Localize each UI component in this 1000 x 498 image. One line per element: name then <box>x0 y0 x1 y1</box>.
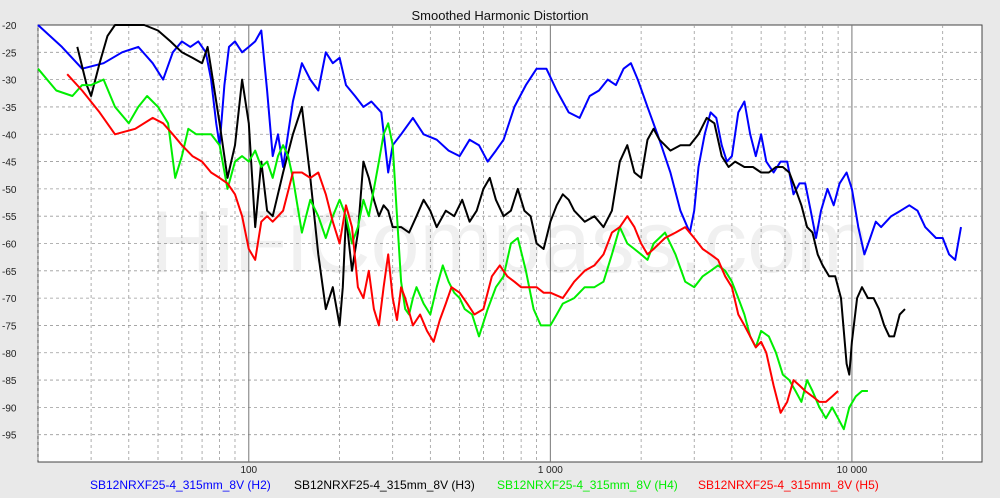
chart-title: Smoothed Harmonic Distortion <box>411 8 589 23</box>
y-tick-label: -25 <box>2 48 17 59</box>
legend-entry-h4: SB12NRXF25-4_315mm_8V (H4) <box>497 478 678 492</box>
y-tick-label: -80 <box>2 349 17 360</box>
series-line-h3 <box>76 24 906 376</box>
y-tick-label: -75 <box>2 321 17 332</box>
x-tick-label: 100 <box>240 465 257 476</box>
legend-entry-h2: SB12NRXF25-4_315mm_8V (H2) <box>90 478 271 492</box>
series-layer <box>37 24 962 431</box>
y-tick-label: -45 <box>2 158 17 169</box>
y-tick-label: -35 <box>2 103 17 114</box>
x-tick-label: 1 000 <box>538 465 563 476</box>
y-tick-label: -40 <box>2 130 17 141</box>
watermark-text: HiFiCompass.com <box>151 192 870 291</box>
y-tick-label: -95 <box>2 431 17 442</box>
y-tick-label: -65 <box>2 267 17 278</box>
axis-layer: -20 -25 -30 -35 -40 -45 -50 -55 -60 -65 -70 -75 -80 -… <box>2 21 868 476</box>
y-tick-label: -90 <box>2 403 17 414</box>
y-tick-label: -20 <box>2 21 17 32</box>
legend-entry-h3: SB12NRXF25-4_315mm_8V (H3) <box>294 478 475 492</box>
y-tick-label: -55 <box>2 212 17 223</box>
y-tick-label: -70 <box>2 294 17 305</box>
series-line-h5 <box>66 73 839 414</box>
y-tick-label: -50 <box>2 185 17 196</box>
legend-entry-h5: SB12NRXF25-4_315mm_8V (H5) <box>698 478 879 492</box>
y-tick-label: -60 <box>2 240 17 251</box>
series-line-h4 <box>37 68 868 431</box>
x-tick-label: 10 000 <box>837 465 868 476</box>
watermark-layer: HiFiCompass.com <box>151 192 870 291</box>
series-line-h2 <box>37 24 962 261</box>
y-tick-label: -30 <box>2 76 17 87</box>
y-tick-label: -85 <box>2 376 17 387</box>
